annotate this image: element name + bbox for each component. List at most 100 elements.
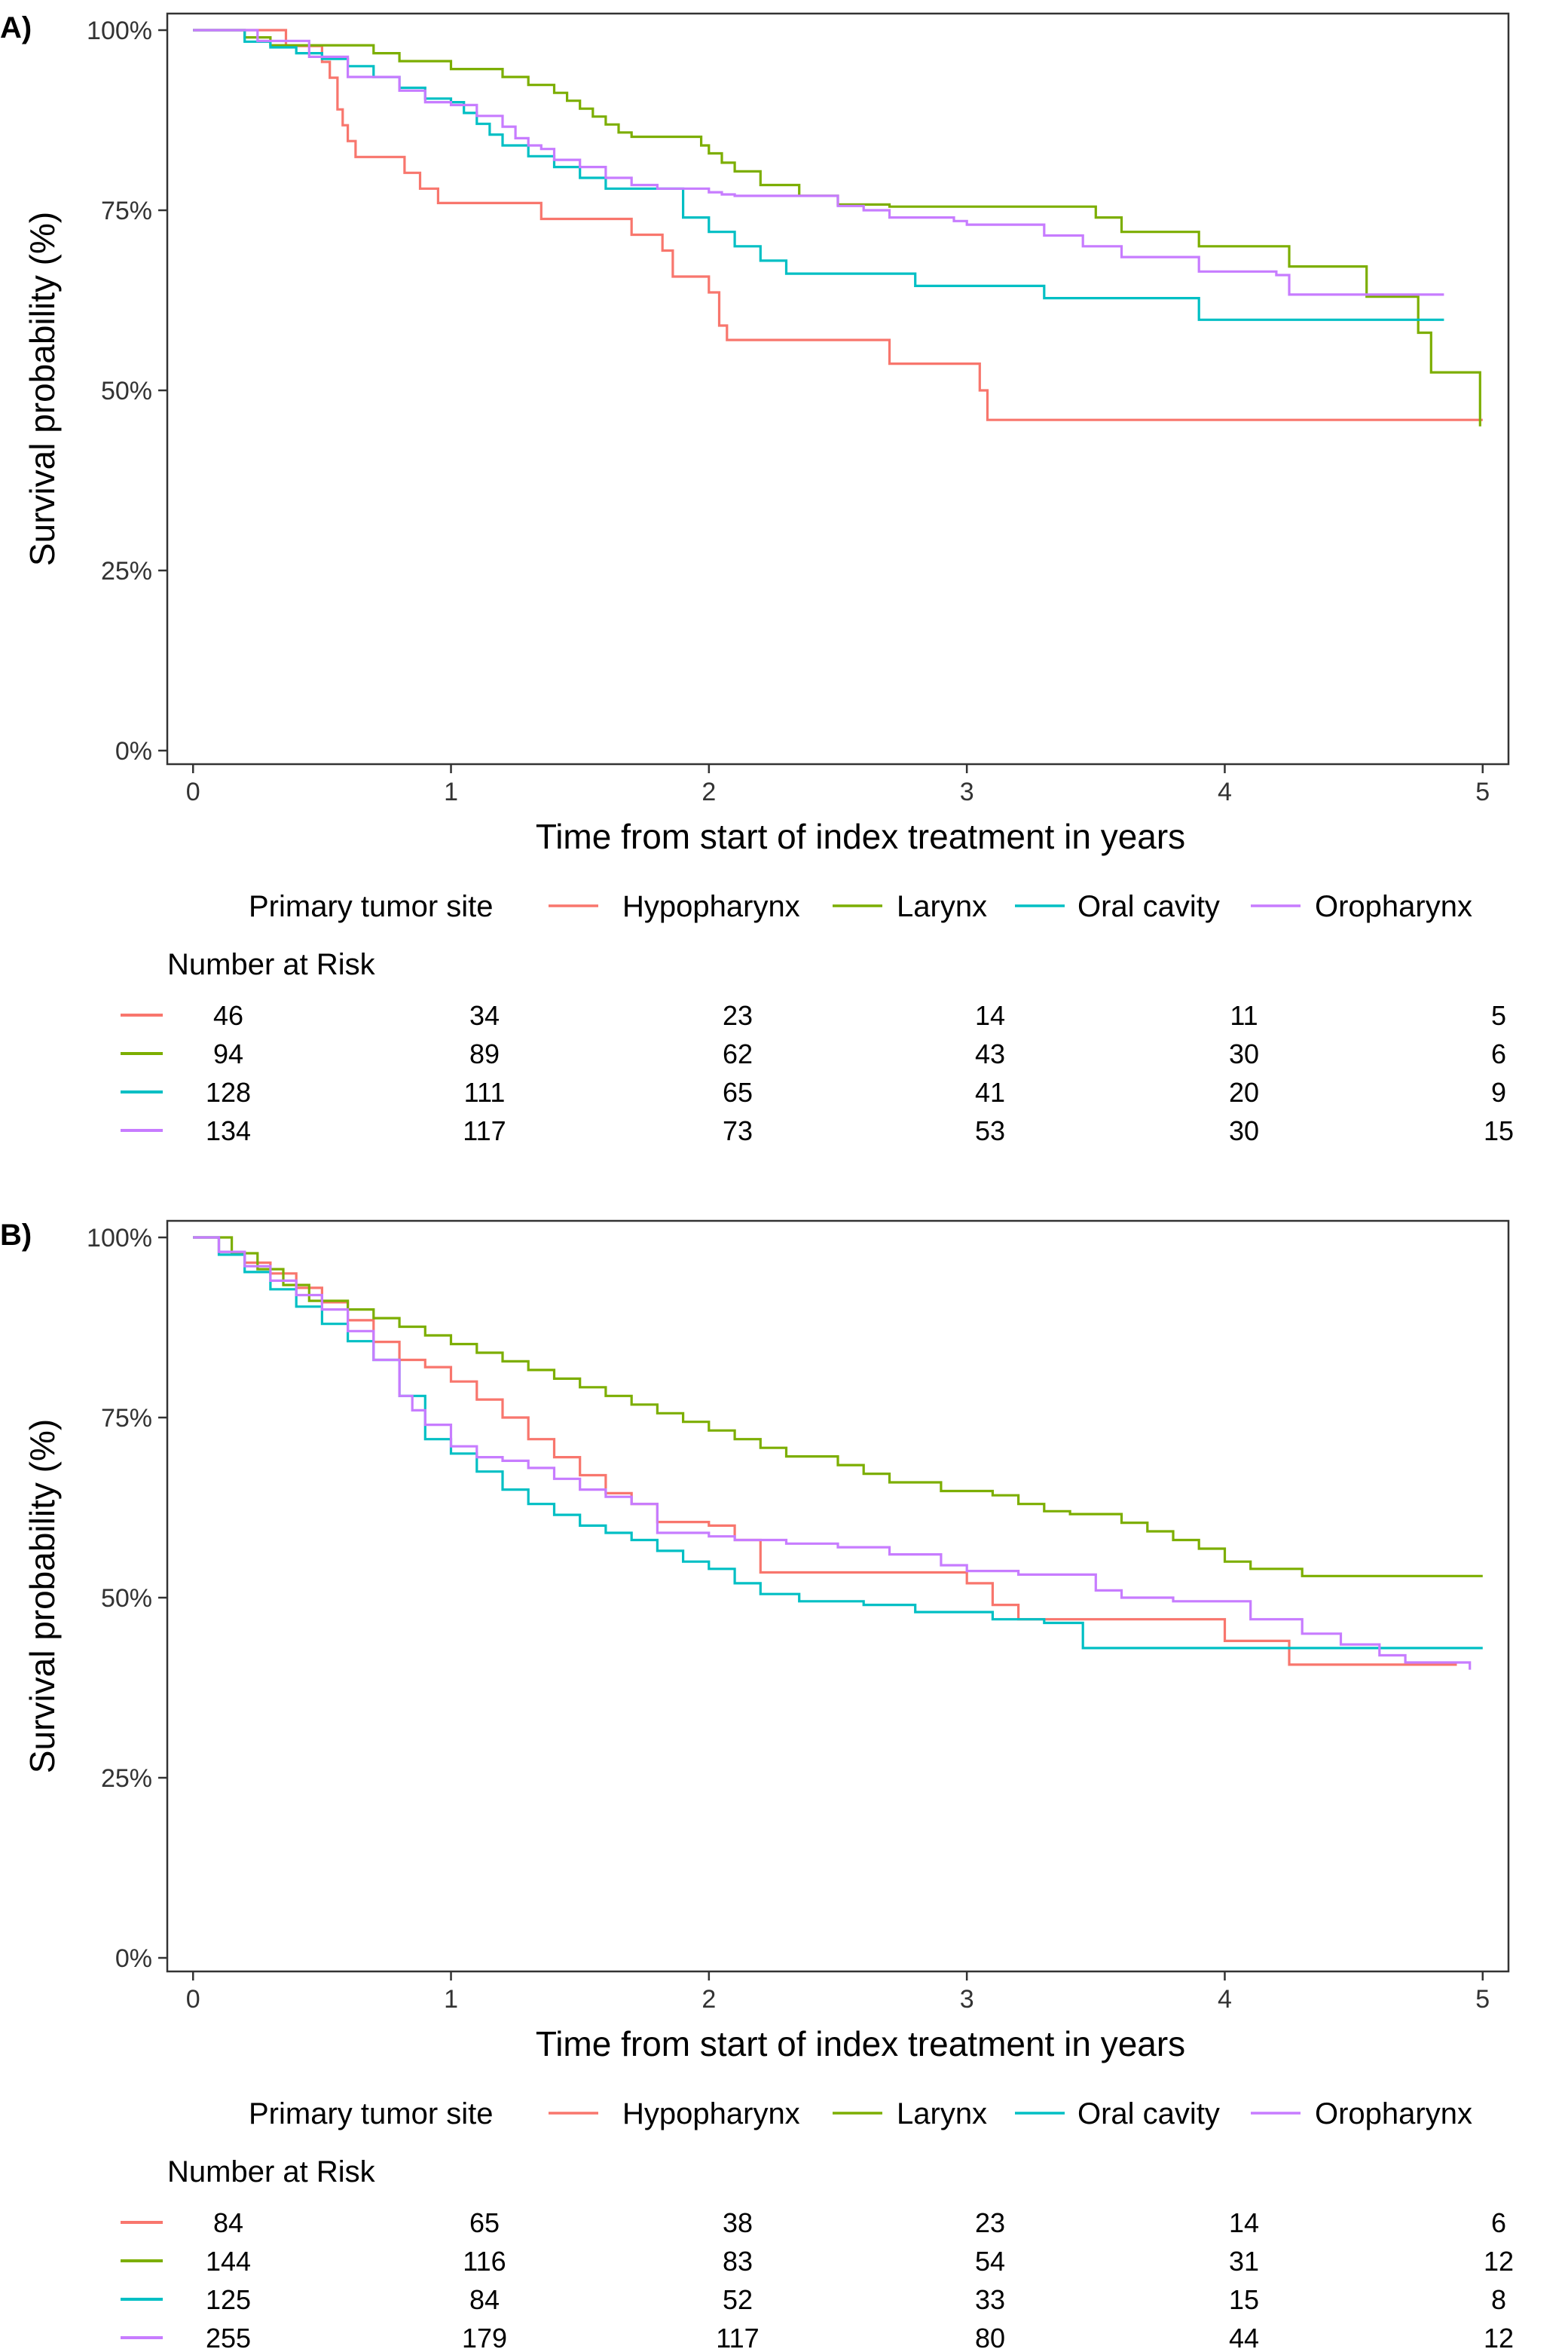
risk-count: 23 [723, 1000, 753, 1031]
series-line-oral-cavity [193, 29, 1444, 321]
risk-count: 12 [1484, 2246, 1514, 2277]
x-tick-label: 4 [1218, 1985, 1232, 2014]
risk-count: 15 [1229, 2284, 1259, 2315]
risk-count: 65 [723, 1077, 753, 1108]
legend-title: Primary tumor site [249, 890, 494, 923]
risk-count: 65 [469, 2207, 500, 2238]
x-tick-label: 3 [960, 1985, 974, 2014]
legend-label-larynx: Larynx [897, 890, 987, 923]
risk-count: 6 [1491, 2207, 1506, 2238]
risk-count: 144 [206, 2246, 251, 2277]
y-tick-label: 50% [101, 377, 152, 405]
y-tick-label: 25% [101, 557, 152, 586]
legend-label-hypopharynx: Hypopharynx [622, 2097, 800, 2130]
risk-count: 84 [469, 2284, 500, 2315]
y-tick-label: 100% [87, 17, 152, 45]
risk-count: 34 [469, 1000, 500, 1031]
x-axis-title: Time from start of index treatment in ye… [536, 817, 1185, 856]
plot-frame [166, 1219, 1510, 1973]
x-tick-label: 5 [1475, 778, 1490, 806]
risk-count: 6 [1491, 1038, 1506, 1069]
risk-count: 44 [1229, 2323, 1259, 2349]
risk-count: 30 [1229, 1115, 1259, 1146]
risk-count: 62 [723, 1038, 753, 1069]
y-axis-title: Survival probability (%) [23, 1419, 62, 1773]
risk-count: 8 [1491, 2284, 1506, 2315]
risk-count: 41 [975, 1077, 1005, 1108]
x-tick-label: 4 [1218, 778, 1232, 806]
y-tick-label: 0% [115, 737, 152, 766]
risk-count: 89 [469, 1038, 500, 1069]
x-tick-label: 0 [186, 1985, 200, 2014]
risk-count: 46 [213, 1000, 243, 1031]
risk-count: 14 [1229, 2207, 1259, 2238]
x-tick-label: 2 [701, 778, 716, 806]
risk-count: 23 [975, 2207, 1005, 2238]
y-tick-label: 0% [115, 1944, 152, 1973]
risk-count: 84 [213, 2207, 243, 2238]
risk-count: 11 [1230, 1000, 1258, 1031]
risk-count: 128 [206, 1077, 251, 1108]
risk-count: 53 [975, 1115, 1005, 1146]
x-tick-label: 3 [960, 778, 974, 806]
risk-count: 111 [464, 1077, 506, 1108]
plot-frame [166, 12, 1510, 766]
risk-count: 43 [975, 1038, 1005, 1069]
risk-count: 179 [462, 2323, 507, 2349]
risk-count: 116 [463, 2246, 506, 2277]
y-tick-label: 100% [87, 1224, 152, 1252]
y-axis-title: Survival probability (%) [23, 212, 62, 566]
risk-count: 80 [975, 2323, 1005, 2349]
risk-count: 5 [1491, 1000, 1506, 1031]
risk-table-title: Number at Risk [167, 948, 376, 981]
risk-table-title: Number at Risk [167, 2155, 376, 2188]
panel-label: B) [0, 1219, 32, 1252]
risk-count: 9 [1491, 1077, 1506, 1108]
risk-count: 14 [975, 1000, 1005, 1031]
risk-count: 20 [1229, 1077, 1259, 1108]
panel-label: A) [0, 11, 32, 44]
x-axis-title: Time from start of index treatment in ye… [536, 2024, 1185, 2063]
risk-count: 33 [975, 2284, 1005, 2315]
y-tick-label: 75% [101, 1404, 152, 1433]
series-line-hypopharynx [193, 29, 1483, 421]
legend-label-oropharynx: Oropharynx [1315, 890, 1472, 923]
risk-count: 117 [716, 2323, 759, 2349]
legend-label-oral-cavity: Oral cavity [1077, 890, 1220, 923]
series-line-oropharynx [193, 1236, 1472, 1670]
risk-count: 73 [723, 1115, 753, 1146]
series-line-larynx [193, 1236, 1483, 1577]
risk-count: 54 [975, 2246, 1005, 2277]
series-line-oropharynx [193, 29, 1444, 296]
y-tick-label: 75% [101, 197, 152, 225]
legend-label-hypopharynx: Hypopharynx [622, 890, 800, 923]
risk-count: 38 [723, 2207, 753, 2238]
legend-title: Primary tumor site [249, 2097, 494, 2130]
y-tick-label: 50% [101, 1584, 152, 1613]
risk-count: 117 [463, 1115, 506, 1146]
x-tick-label: 1 [444, 1985, 458, 2014]
series-line-hypopharynx [193, 1236, 1457, 1666]
y-tick-label: 25% [101, 1764, 152, 1793]
risk-count: 94 [213, 1038, 243, 1069]
risk-count: 255 [206, 2323, 251, 2349]
legend-label-oropharynx: Oropharynx [1315, 2097, 1472, 2130]
risk-count: 83 [723, 2246, 753, 2277]
x-tick-label: 2 [701, 1985, 716, 2014]
series-line-larynx [193, 29, 1481, 427]
legend-label-oral-cavity: Oral cavity [1077, 2097, 1220, 2130]
x-tick-label: 5 [1475, 1985, 1490, 2014]
series-line-oral-cavity [193, 1236, 1483, 1650]
legend-label-larynx: Larynx [897, 2097, 987, 2130]
risk-count: 134 [206, 1115, 251, 1146]
risk-count: 12 [1484, 2323, 1514, 2349]
x-tick-label: 0 [186, 778, 200, 806]
risk-count: 125 [206, 2284, 251, 2315]
risk-count: 31 [1229, 2246, 1259, 2277]
risk-count: 52 [723, 2284, 753, 2315]
risk-count: 15 [1484, 1115, 1514, 1146]
